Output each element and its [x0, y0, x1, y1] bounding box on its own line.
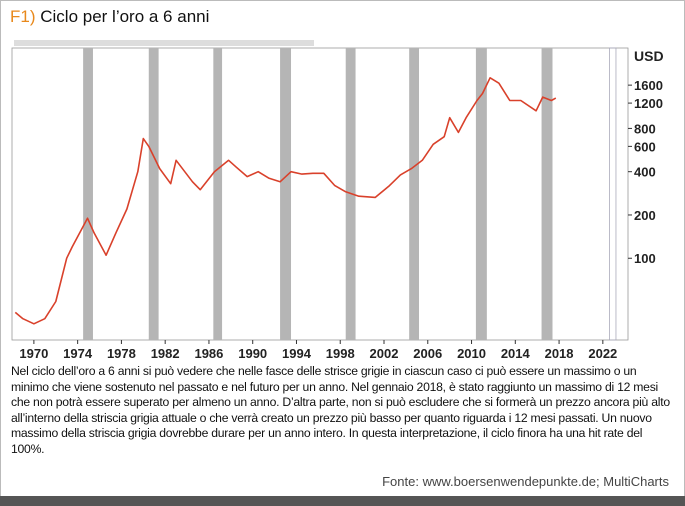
cycle-band [83, 48, 93, 340]
x-tick-label: 2014 [501, 346, 531, 360]
x-tick-label: 2018 [545, 346, 574, 360]
x-tick-label: 2006 [413, 346, 442, 360]
source: Fonte: www.boersenwendepunkte.de; MultiC… [382, 474, 669, 489]
x-tick-label: 2002 [370, 346, 399, 360]
x-tick-label: 1970 [19, 346, 48, 360]
price-line [14, 77, 557, 325]
y-tick-label: 200 [634, 208, 656, 223]
cycle-band [280, 48, 292, 340]
title: F1) Ciclo per l’oro a 6 anni [10, 7, 209, 27]
toolbar [14, 40, 314, 46]
x-tick-label: 1998 [326, 346, 355, 360]
y-tick-label: 1200 [634, 96, 663, 111]
x-tick-label: 2010 [457, 346, 486, 360]
y-tick-label: 800 [634, 121, 656, 136]
x-tick-label: 1990 [238, 346, 267, 360]
y-tick-label: 400 [634, 165, 656, 180]
y-tick-label: 1600 [634, 78, 663, 93]
cycle-band [213, 48, 223, 340]
cycle-band [148, 48, 159, 340]
plot-area [11, 47, 629, 341]
x-tick-label: 1974 [63, 346, 93, 360]
x-tick-label: 1994 [282, 346, 312, 360]
chart-title: Ciclo per l’oro a 6 anni [40, 7, 210, 26]
caption: Nel ciclo dell’oro a 6 anni si può veder… [11, 364, 670, 456]
x-tick-label: 1982 [151, 346, 180, 360]
y-tick-label: 100 [634, 251, 656, 266]
cycle-band [475, 48, 487, 340]
figure-number: F1) [10, 7, 36, 26]
x-tick-label: 1978 [107, 346, 136, 360]
future-band [608, 47, 617, 341]
y-tick-label: 600 [634, 139, 656, 154]
x-tick-label: 1986 [194, 346, 223, 360]
x-tick-label: 2022 [588, 346, 617, 360]
cycle-band [409, 48, 420, 340]
cycle-band [541, 48, 553, 340]
bottom-bar [0, 496, 685, 506]
y-unit: USD [634, 48, 664, 64]
chart: 100 200 400 600 800 1200 1600 USD 1970 1974 1978 19… [11, 40, 664, 360]
